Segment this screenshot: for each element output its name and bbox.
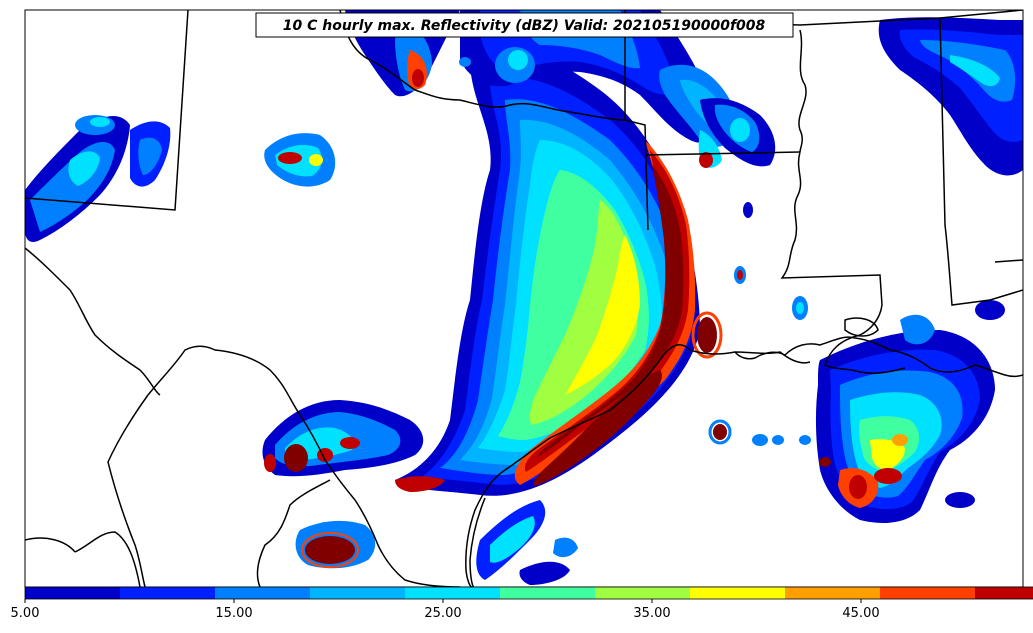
colorbar-segment xyxy=(595,587,690,599)
colorbar-tick-label: 5.00 xyxy=(11,606,40,621)
title-box: 10 C hourly max. Reflectivity (dBZ) Vali… xyxy=(255,12,794,38)
colorbar-segment xyxy=(310,587,405,599)
state-boundaries xyxy=(25,10,1023,587)
colorbar-segment xyxy=(880,587,975,599)
colorbar-tick-label: 15.00 xyxy=(215,606,252,621)
colorbar-segment xyxy=(975,587,1033,599)
colorbar-outline xyxy=(24,586,1033,600)
colorbar-tick-label: 35.00 xyxy=(633,606,670,621)
colorbar-segment xyxy=(25,587,120,599)
map-title: 10 C hourly max. Reflectivity (dBZ) Vali… xyxy=(283,18,766,34)
colorbar-segment xyxy=(215,587,310,599)
colorbar-segment xyxy=(690,587,785,599)
colorbar-segment xyxy=(785,587,880,599)
reflectivity-field xyxy=(25,10,1023,585)
colorbar-tick-label: 25.00 xyxy=(424,606,461,621)
colorbar-segment xyxy=(500,587,595,599)
colorbar-segment xyxy=(120,587,215,599)
colorbar-tick-label: 45.00 xyxy=(842,606,879,621)
colorbar-segment xyxy=(405,587,500,599)
